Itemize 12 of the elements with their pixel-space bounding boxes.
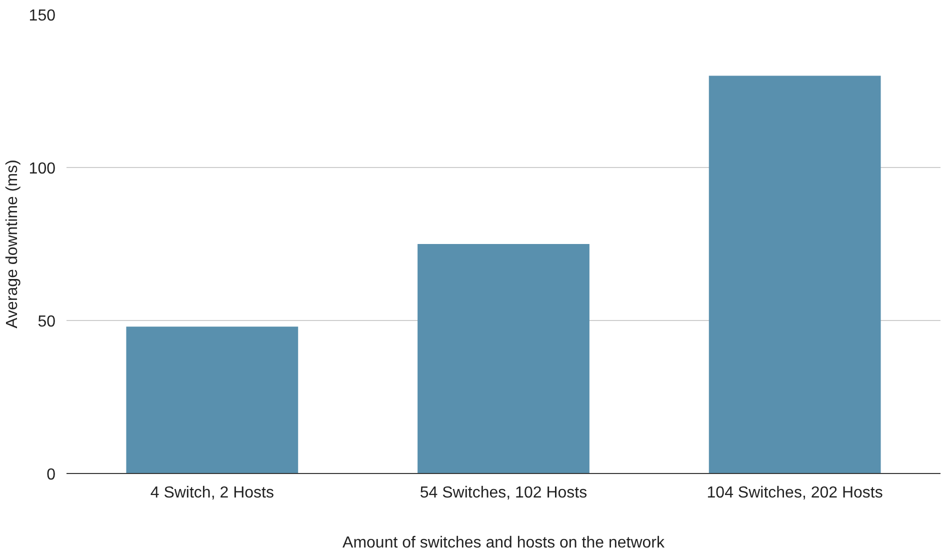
x-tick-label: 104 Switches, 202 Hosts <box>706 484 883 502</box>
bar <box>126 326 298 474</box>
y-tick-label: 100 <box>28 160 56 178</box>
x-tick-label: 54 Switches, 102 Hosts <box>420 484 588 502</box>
y-axis-title: Average downtime (ms) <box>4 160 21 328</box>
x-tick-label: 4 Switch, 2 Hosts <box>150 484 274 502</box>
y-tick-label: 50 <box>38 314 56 330</box>
y-tick-label: 150 <box>28 8 56 24</box>
x-axis-title: Amount of switches and hosts on the network <box>342 534 666 552</box>
bar <box>418 244 590 474</box>
y-tick-label: 0 <box>46 466 56 484</box>
bar <box>708 76 881 474</box>
